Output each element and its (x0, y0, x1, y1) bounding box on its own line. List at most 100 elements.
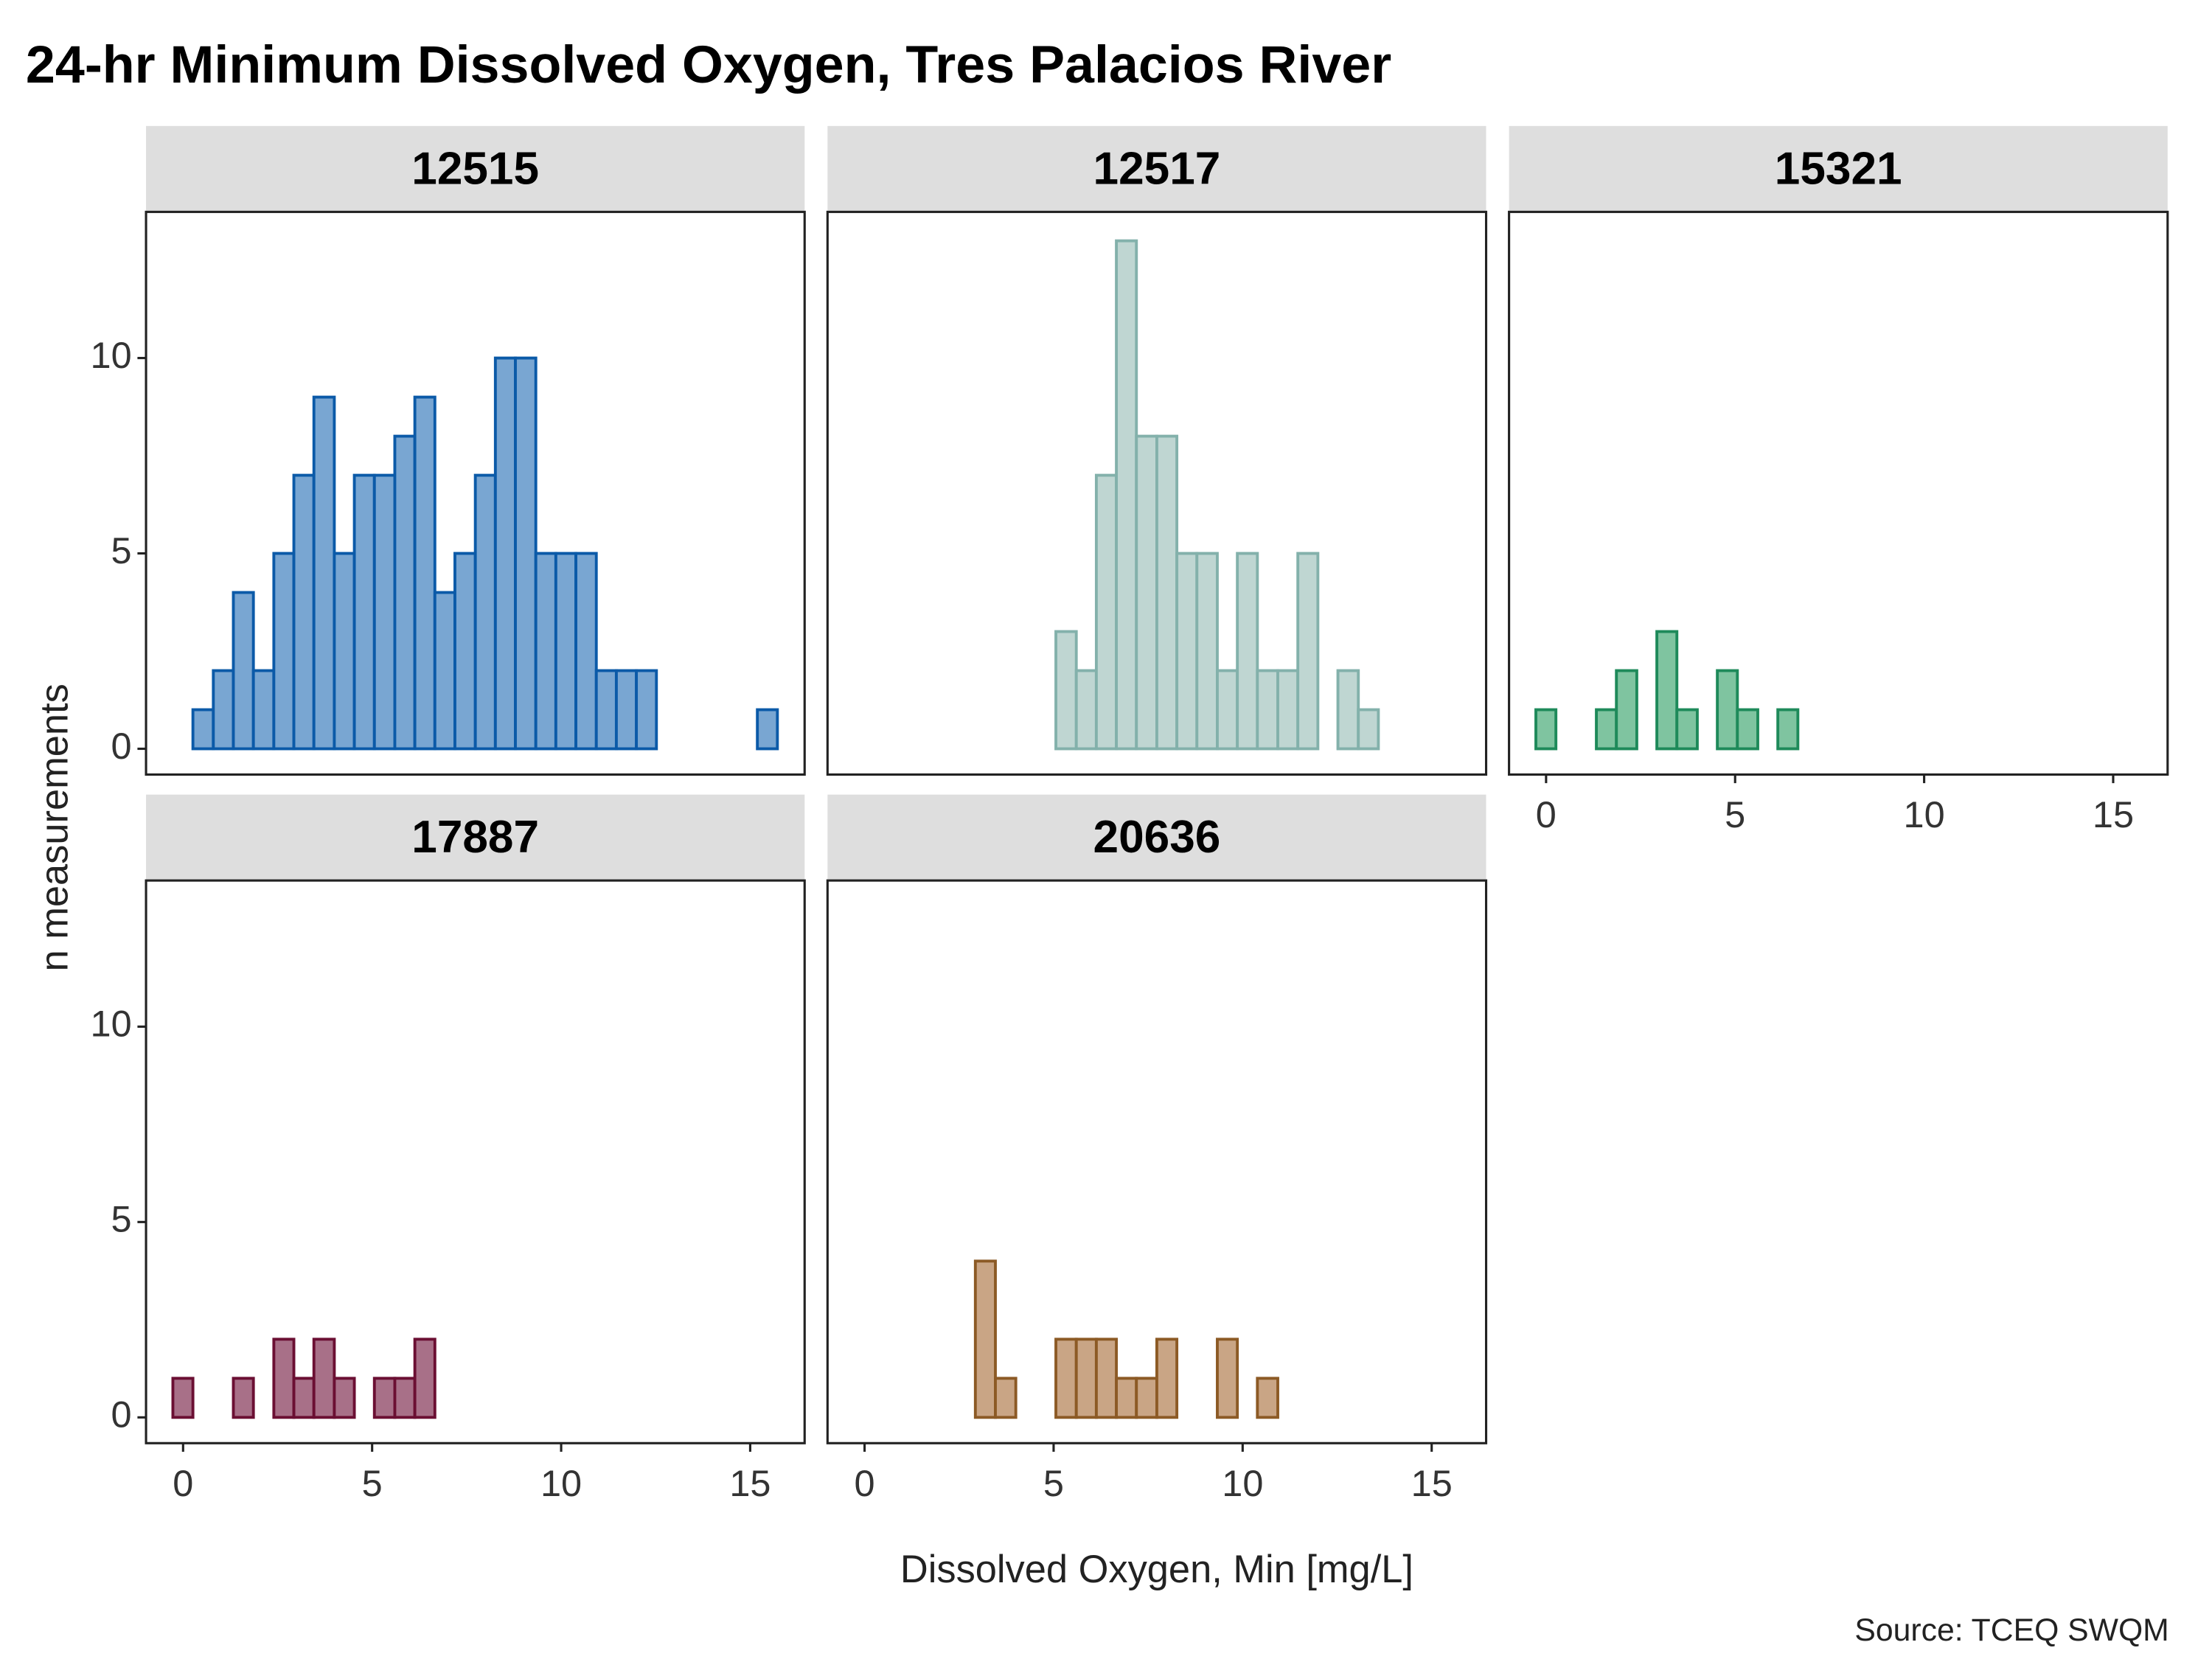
histogram-bar (1256, 1377, 1279, 1419)
histogram-bar (372, 1377, 397, 1419)
histogram-bar (171, 1377, 195, 1419)
histogram-bar (453, 552, 477, 751)
histogram-bar (212, 669, 235, 751)
histogram-bar (1216, 1338, 1239, 1419)
strip-label: 17887 (411, 812, 539, 863)
histogram-bar (1094, 473, 1119, 751)
histogram-bar (1074, 669, 1098, 751)
x-tick-label: 5 (362, 1462, 383, 1504)
histogram-bar (473, 473, 497, 751)
histogram-bar (251, 669, 276, 751)
histogram-bar (312, 395, 336, 751)
histogram-bar (352, 473, 376, 751)
histogram-bar (514, 356, 538, 751)
y-tick-label: 5 (111, 1198, 132, 1240)
panel-border (1508, 210, 2169, 776)
x-tick-label: 5 (1043, 1462, 1064, 1504)
x-tick-label: 0 (1536, 793, 1557, 835)
histogram-bar (1336, 669, 1360, 751)
x-tick-label: 15 (729, 1462, 771, 1504)
source-note: Source: TCEQ SWQM (1854, 1613, 2168, 1648)
x-tick-label: 10 (1904, 793, 1945, 835)
x-tick-label: 15 (2093, 793, 2134, 835)
histogram-bar (1615, 669, 1638, 751)
strip-label: 12517 (1093, 143, 1221, 194)
strip (827, 794, 1486, 881)
strip (146, 794, 805, 881)
strip (1509, 125, 2168, 212)
histogram-bar (1175, 552, 1199, 751)
histogram-bar (534, 552, 557, 751)
x-tick-label: 10 (1222, 1462, 1263, 1504)
histogram-bar (594, 669, 618, 751)
histogram-bar (493, 356, 517, 751)
histogram-bar (1216, 669, 1239, 751)
histogram-bar (1074, 1338, 1098, 1419)
histogram-bar (1054, 1338, 1078, 1419)
histogram-bar (232, 591, 255, 751)
panel-border (826, 879, 1488, 1444)
histogram-bar (292, 473, 316, 751)
histogram-bar (1296, 552, 1320, 751)
histogram-bar (1595, 708, 1618, 751)
y-axis-title: n measurements (34, 684, 77, 971)
histogram-bar (1236, 552, 1259, 751)
histogram-bar (756, 708, 779, 751)
histogram-bar (1094, 1338, 1119, 1419)
histogram-bar (973, 1259, 997, 1419)
strip-label: 20636 (1093, 812, 1221, 863)
chart-title: 24-hr Minimum Dissolved Oxygen, Tres Pal… (26, 35, 1391, 94)
histogram-bar (413, 1338, 437, 1419)
histogram-bar (574, 552, 598, 751)
histogram-bar (1195, 552, 1219, 751)
histogram-bar (1115, 1377, 1138, 1419)
x-tick-label: 10 (540, 1462, 582, 1504)
histogram-bar (1155, 1338, 1179, 1419)
histogram-bar (1534, 708, 1558, 751)
histogram-bar (1256, 669, 1279, 751)
histogram-bar (272, 552, 296, 751)
panel-border (826, 210, 1488, 776)
histogram-bar (333, 1377, 356, 1419)
histogram-bar (312, 1338, 336, 1419)
x-axis-title: Dissolved Oxygen, Min [mg/L] (900, 1548, 1413, 1591)
histogram-bar (554, 552, 577, 751)
y-tick-label: 10 (91, 1003, 132, 1045)
y-tick-label: 10 (91, 334, 132, 376)
x-tick-label: 15 (1411, 1462, 1453, 1504)
histogram-bar (191, 708, 215, 751)
histogram-bar (1155, 434, 1179, 751)
histogram-bar (1655, 630, 1679, 751)
x-tick-label: 5 (1725, 793, 1745, 835)
histogram-bar (1716, 669, 1739, 751)
strip-label: 12515 (411, 143, 539, 194)
histogram-bar (1276, 669, 1300, 751)
histogram-bar (333, 552, 356, 751)
histogram-bar (1675, 708, 1699, 751)
histogram-bar (1135, 434, 1158, 751)
histogram-bar (272, 1338, 296, 1419)
strip-label: 15321 (1775, 143, 1902, 194)
histogram-bar (1776, 708, 1800, 751)
strip (146, 125, 805, 212)
panel-border (145, 210, 806, 776)
histogram-bar (614, 669, 639, 751)
histogram-bar (393, 1377, 417, 1419)
x-tick-label: 0 (855, 1462, 875, 1504)
x-tick-label: 0 (173, 1462, 193, 1504)
histogram-bar (1054, 630, 1078, 751)
histogram-bar (1736, 708, 1759, 751)
histogram-bar (1135, 1377, 1158, 1419)
histogram-bar (372, 473, 397, 751)
panel-border (145, 879, 806, 1444)
y-tick-label: 0 (111, 725, 132, 767)
histogram-bar (433, 591, 456, 751)
histogram-bar (393, 434, 417, 751)
histogram-bar (1115, 239, 1138, 751)
histogram-bar (292, 1377, 316, 1419)
y-tick-label: 5 (111, 529, 132, 571)
histogram-bar (1357, 708, 1380, 751)
histogram-bar (232, 1377, 255, 1419)
